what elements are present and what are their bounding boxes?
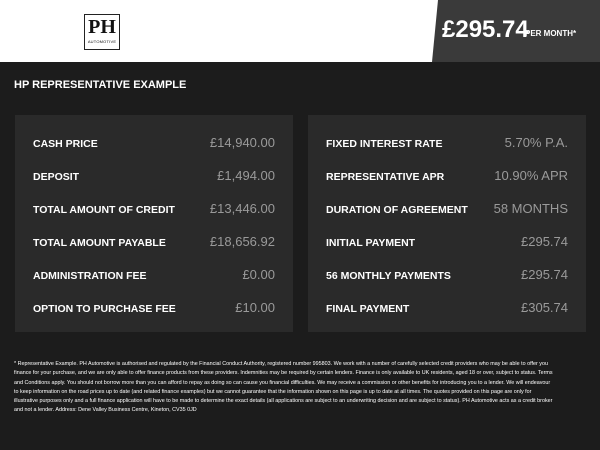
table-row: INITIAL PAYMENT £295.74 — [326, 234, 568, 254]
footnote: * Representative Example. PH Automotive … — [14, 361, 553, 414]
table-row: TOTAL AMOUNT PAYABLE £18,656.92 — [33, 234, 275, 254]
logo[interactable]: PH AUTOMOTIVE — [84, 14, 120, 50]
row-value: £305.74 — [521, 300, 568, 315]
table-row: FINAL PAYMENT £305.74 — [326, 300, 568, 320]
row-label: INITIAL PAYMENT — [326, 237, 416, 249]
table-row: 56 MONTHLY PAYMENTS £295.74 — [326, 267, 568, 287]
row-label: CASH PRICE — [33, 138, 98, 150]
row-value: 5.70% P.A. — [504, 135, 568, 150]
table-row: FIXED INTEREST RATE 5.70% P.A. — [326, 135, 568, 155]
logo-mark: PH — [88, 16, 116, 38]
row-label: FIXED INTEREST RATE — [326, 138, 443, 150]
table-row: TOTAL AMOUNT OF CREDIT £13,446.00 — [33, 201, 275, 221]
row-value: £10.00 — [235, 300, 275, 315]
table-row: ADMINISTRATION FEE £0.00 — [33, 267, 275, 287]
row-value: £0.00 — [242, 267, 275, 282]
row-label: DURATION OF AGREEMENT — [326, 204, 468, 216]
price: £295.74 — [442, 16, 529, 43]
row-label: TOTAL AMOUNT PAYABLE — [33, 237, 166, 249]
row-label: ADMINISTRATION FEE — [33, 270, 147, 282]
table-row: DEPOSIT £1,494.00 — [33, 168, 275, 188]
row-value: £13,446.00 — [209, 201, 275, 216]
row-label: DEPOSIT — [33, 171, 80, 183]
row-label: TOTAL AMOUNT OF CREDIT — [33, 204, 175, 216]
row-value: £1,494.00 — [217, 168, 275, 183]
row-value: 58 MONTHS — [493, 201, 568, 216]
price-box: £295.74 PER MONTH* — [432, 0, 600, 62]
table-row: REPRESENTATIVE APR 10.90% APR — [326, 168, 568, 188]
right-panel: FIXED INTEREST RATE 5.70% P.A. REPRESENTAT… — [308, 115, 586, 332]
table-row: CASH PRICE £14,940.00 — [33, 135, 275, 155]
table-row: OPTION TO PURCHASE FEE £10.00 — [33, 300, 275, 320]
row-value: £14,940.00 — [209, 135, 275, 150]
row-label: OPTION TO PURCHASE FEE — [33, 303, 176, 315]
table-row: DURATION OF AGREEMENT 58 MONTHS — [326, 201, 568, 221]
section-title: HP REPRESENTATIVE EXAMPLE — [14, 79, 187, 91]
row-label: REPRESENTATIVE APR — [326, 171, 445, 183]
row-value: £295.74 — [521, 234, 568, 249]
row-label: FINAL PAYMENT — [326, 303, 410, 315]
row-label: 56 MONTHLY PAYMENTS — [326, 270, 451, 282]
logo-text: AUTOMOTIVE — [87, 39, 117, 44]
row-value: £295.74 — [521, 267, 568, 282]
row-value: £18,656.92 — [209, 234, 275, 249]
row-value: 10.90% APR — [494, 168, 568, 183]
left-panel: CASH PRICE £14,940.00 DEPOSIT £1,494.00 TOTA… — [15, 115, 293, 332]
price-suffix: PER MONTH* — [525, 29, 577, 38]
